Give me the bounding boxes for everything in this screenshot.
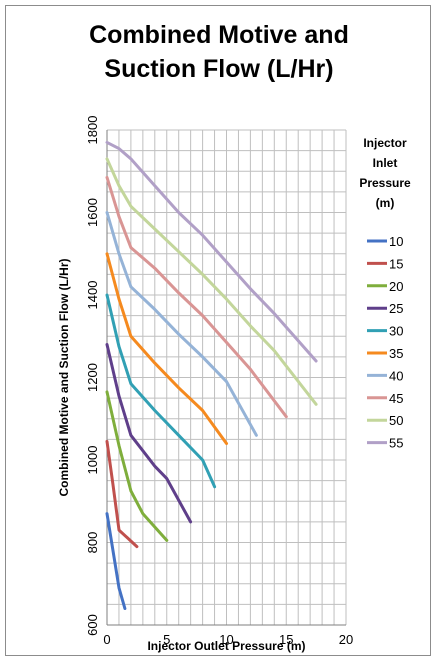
y-axis-label: Combined Motive and Suction Flow (L/Hr) [57, 259, 71, 497]
y-tick-label: 1600 [85, 198, 100, 227]
legend-label-55: 55 [389, 436, 403, 451]
series-line-45 [105, 175, 288, 419]
x-tick-label: 5 [163, 632, 170, 647]
legend-label-10: 10 [389, 234, 403, 249]
x-tick-label: 0 [103, 632, 110, 647]
x-axis-label: Injector Outlet Pressure (m) [147, 639, 305, 653]
legend-label-40: 40 [389, 368, 403, 383]
legend-title-line-4: (m) [375, 196, 395, 210]
legend-label-20: 20 [389, 279, 403, 294]
legend-label-15: 15 [389, 256, 403, 271]
chart-frame [5, 5, 431, 656]
x-tick-label: 10 [219, 632, 233, 647]
legend-title: Injector Inlet Pressure (m) [345, 133, 425, 213]
legend: 10 15 20 25 30 35 40 45 50 55 [367, 234, 403, 451]
series-line-50 [105, 157, 318, 406]
legend-label-30: 30 [389, 324, 403, 339]
legend-title-line-3: Pressure [359, 176, 411, 190]
series-line-55 [105, 140, 318, 363]
chart-title: Combined Motive and Suction Flow (L/Hr) [0, 18, 438, 86]
legend-label-35: 35 [389, 346, 403, 361]
grid [106, 129, 347, 626]
series-line-15 [105, 439, 139, 549]
legend-title-line-2: Inlet [372, 156, 398, 170]
y-tick-label: 600 [85, 614, 100, 636]
legend-title-line-1: Injector [363, 136, 407, 150]
series-lines [105, 140, 318, 610]
chart-title-line-1: Combined Motive and [89, 21, 349, 49]
series-line-35 [105, 252, 228, 445]
legend-label-45: 45 [389, 391, 403, 406]
series-line-30 [105, 293, 217, 489]
legend-label-50: 50 [389, 413, 403, 428]
x-tick-label: 20 [339, 632, 353, 647]
y-tick-label: 800 [85, 532, 100, 554]
y-tick-label: 1800 [85, 116, 100, 145]
legend-label-25: 25 [389, 301, 403, 316]
series-line-25 [105, 343, 193, 524]
series-line-40 [105, 211, 258, 437]
y-tick-label: 1400 [85, 281, 100, 310]
series-line-20 [105, 390, 169, 542]
x-tick-label: 15 [279, 632, 293, 647]
y-tick-label: 1200 [85, 363, 100, 392]
series-line-10 [105, 512, 127, 610]
y-tick-label: 1000 [85, 446, 100, 475]
tick-labels: 0 5 10 15 20 600 800 1000 1200 1400 1600 1800 [85, 116, 353, 647]
chart-title-line-2: Suction Flow (L/Hr) [104, 55, 334, 83]
